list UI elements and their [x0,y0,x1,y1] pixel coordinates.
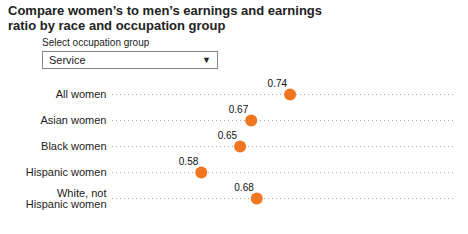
html-text:Compare women’s to men’s earni: Compare women’s to men’s earnings and ea… [8,3,322,33]
svg-text:0.68: 0.68 [234,182,254,193]
html-text:Select occupation group: Select occupation group [42,37,150,48]
svg-text:0.67: 0.67 [229,104,249,115]
svg-text:Hispanic women: Hispanic women [26,166,107,178]
svg-text:0.74: 0.74 [268,78,288,89]
svg-text:Black women: Black women [41,140,106,152]
svg-text:White, notHispanic women: White, notHispanic women [26,187,107,210]
svg-text:0.65: 0.65 [218,130,238,141]
svg-text:All women: All women [56,88,107,100]
html-text:Service: Service [49,54,86,66]
svg-text:Asian women: Asian women [40,114,106,126]
svg-text:0.58: 0.58 [179,156,199,167]
